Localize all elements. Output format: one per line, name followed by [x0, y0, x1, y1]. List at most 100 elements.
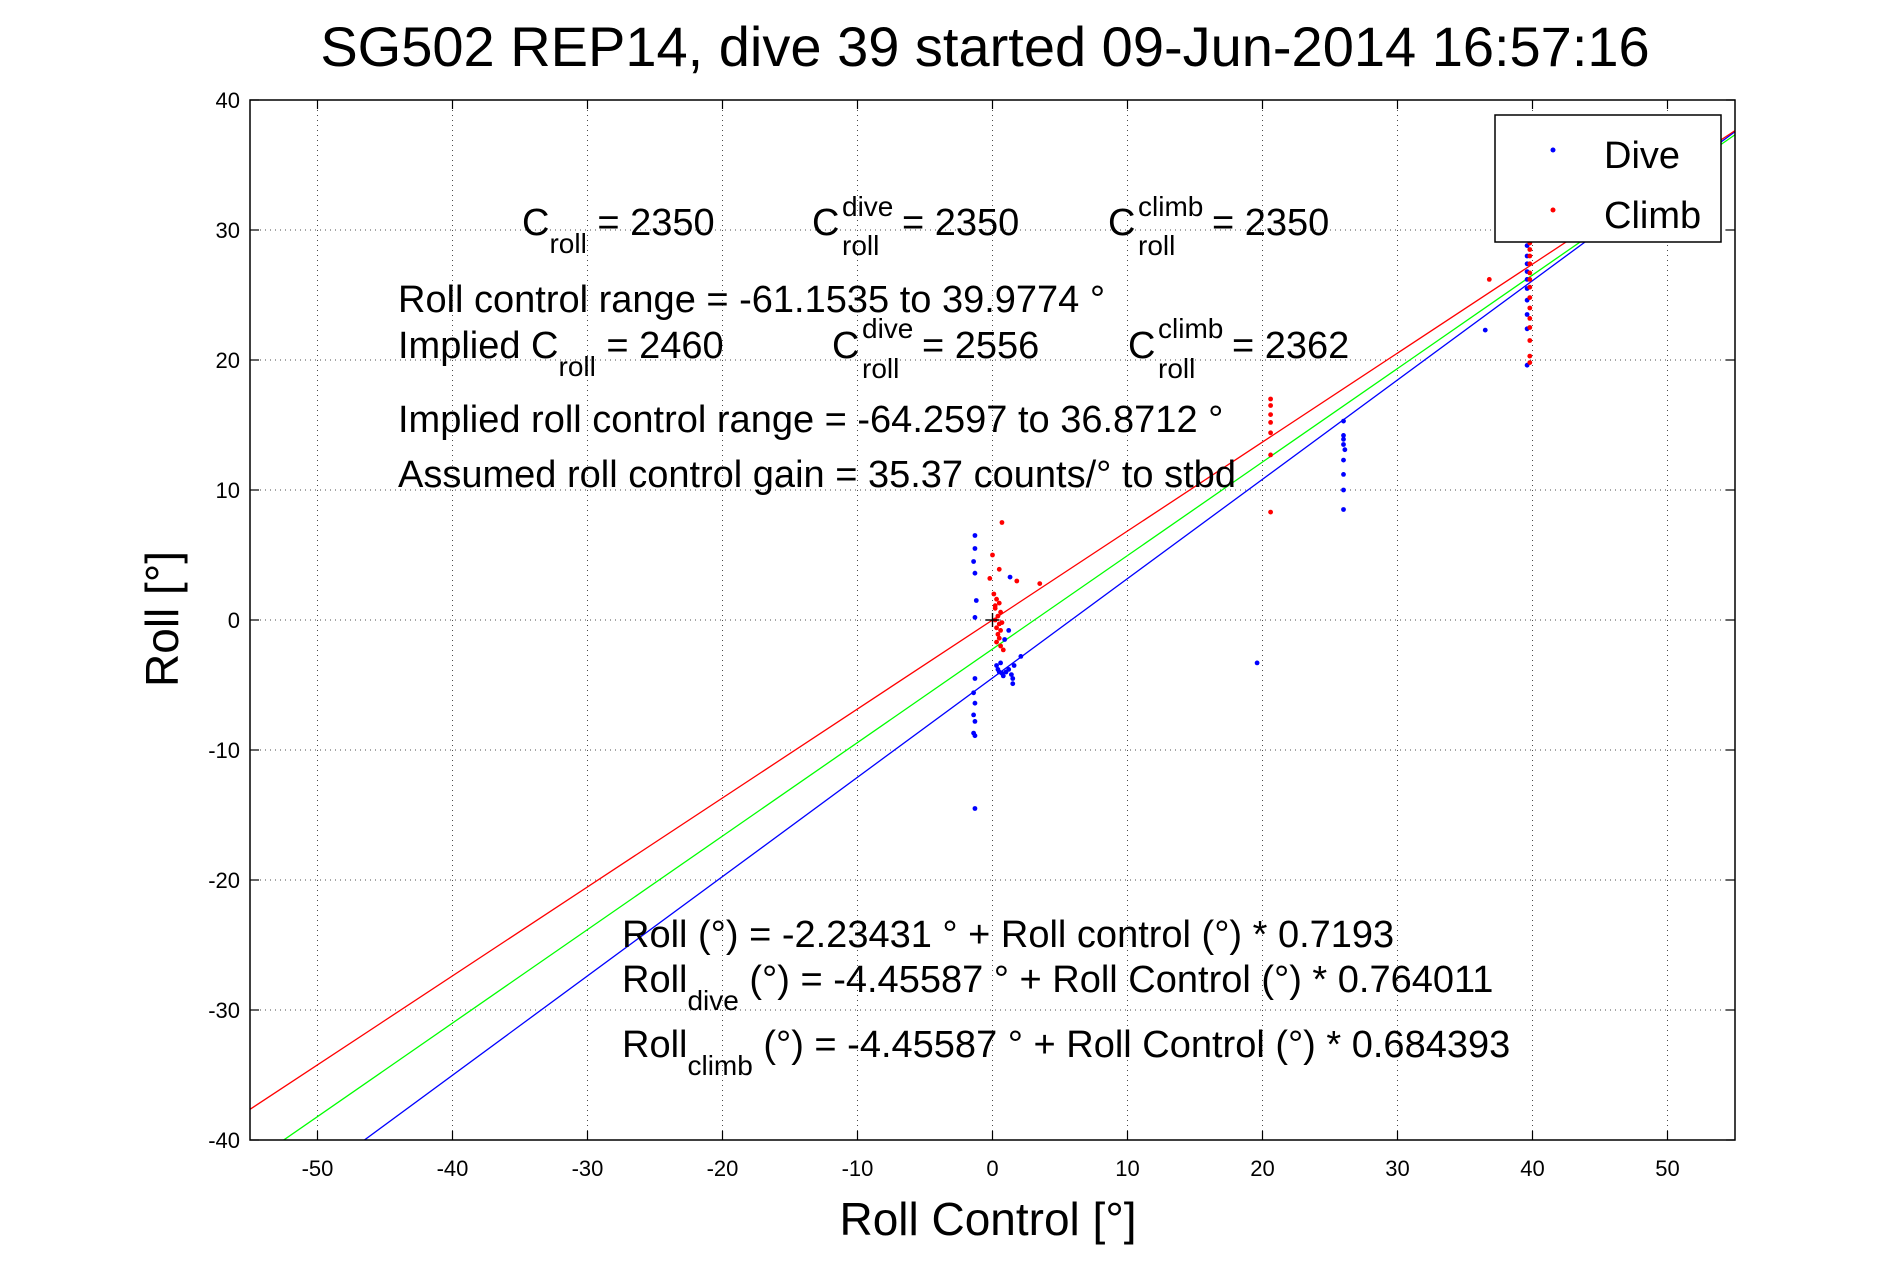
climb-point [1014, 578, 1020, 584]
climb-point [998, 643, 1003, 649]
climb-point [1527, 316, 1533, 321]
annotation-c-roll-climb-value: = 2350 [1212, 202, 1329, 244]
dive-point [994, 663, 999, 668]
climb-point [1527, 325, 1533, 330]
climb-point [1268, 509, 1273, 515]
annotation-implied-c-roll-dive: C [832, 325, 859, 367]
climb-point [987, 576, 993, 581]
legend-box [1494, 114, 1722, 243]
annotation-c-roll-climb: C [1108, 202, 1135, 244]
x-tick-label: -10 [842, 1156, 874, 1181]
x-tick-label: 30 [1385, 1156, 1409, 1181]
dive-point [1482, 327, 1488, 333]
climb-point [1527, 270, 1533, 276]
climb-point [1037, 581, 1043, 586]
dive-point [973, 598, 979, 603]
dive-point [971, 559, 976, 564]
annotation-c-roll-dive-sub: roll [842, 230, 879, 261]
dive-point [972, 533, 978, 538]
climb-point [994, 639, 999, 645]
x-axis-label: Roll Control [°] [839, 1193, 1136, 1245]
dive-point [972, 546, 978, 551]
annotation-implied-c-roll-climb-sub: roll [1158, 353, 1195, 384]
climb-point [1527, 295, 1533, 300]
annotation-implied-c-roll-dive-sup: dive [862, 313, 913, 344]
dive-point [972, 700, 978, 706]
climb-point [994, 596, 999, 602]
climb-point [1527, 338, 1533, 343]
dive-point [1341, 442, 1346, 447]
dive-point [1000, 673, 1006, 679]
climb-point [1527, 360, 1533, 365]
annotation-c-roll-climb-sub: roll [1138, 230, 1175, 261]
dive-point [1007, 574, 1013, 580]
annotation-implied-c-roll-climb-sup: climb [1158, 313, 1223, 344]
data-points [971, 225, 1533, 811]
dive-point [1009, 672, 1014, 677]
dive-point [971, 690, 976, 696]
dive-point [972, 719, 978, 724]
climb-point [1527, 284, 1533, 290]
climb-point [1268, 430, 1273, 436]
dive-point [1002, 637, 1008, 642]
annotation-c-roll-dive-sup: dive [842, 191, 893, 222]
climb-point [1268, 396, 1273, 402]
annotation-c-roll-climb-sup: climb [1138, 191, 1203, 222]
plot-area: -50 -40 -30 -20 -10 0 10 20 30 40 50 -40 -30 -20 -10 0 1… [208, 88, 1736, 1181]
climb-point [990, 552, 995, 558]
y-axis-label: Roll [°] [136, 551, 188, 687]
dive-point [1341, 472, 1346, 477]
climb-point [1486, 277, 1492, 282]
dive-point [1341, 487, 1346, 493]
y-tick-label: 0 [228, 608, 240, 633]
dive-point [1010, 681, 1016, 687]
y-tick-label: 30 [216, 218, 240, 243]
dive-point [1018, 654, 1024, 659]
climb-point [1268, 403, 1273, 408]
climb-point [999, 520, 1005, 525]
x-tick-label: -20 [707, 1156, 739, 1181]
climb-point [1527, 277, 1533, 282]
annotation-range: Roll control range = -61.1535 to 39.9774… [398, 279, 1105, 321]
climb-point [1268, 420, 1273, 425]
x-tick-label: -40 [437, 1156, 469, 1181]
climb-point [1527, 305, 1533, 311]
climb-point [1527, 253, 1533, 259]
y-tick-label: -30 [208, 998, 240, 1023]
climb-point [998, 609, 1003, 615]
legend: Dive Climb [1494, 114, 1722, 243]
climb-point [991, 591, 997, 597]
dive-point [971, 712, 976, 718]
climb-point [1268, 412, 1273, 417]
climb-point [995, 631, 1001, 637]
center-marker [985, 613, 1000, 627]
y-tick-label: -40 [208, 1128, 240, 1153]
climb-point [998, 628, 1003, 633]
fit-line [363, 131, 1735, 1140]
annotation-implied-range: Implied roll control range = -64.2597 to… [398, 399, 1223, 441]
dive-point [1006, 667, 1012, 672]
climb-point [996, 566, 1002, 572]
legend-climb-marker [1550, 207, 1556, 213]
y-tick-label: 20 [216, 348, 240, 373]
x-tick-label: 20 [1250, 1156, 1274, 1181]
dive-point [1342, 447, 1348, 453]
axis-ticks: -50 -40 -30 -20 -10 0 10 20 30 40 50 -40 -30 -20 -10 0 1… [208, 88, 1735, 1181]
dive-point [1341, 433, 1346, 438]
y-tick-label: -20 [208, 868, 240, 893]
annotation-c-roll: Croll = 2350 [522, 202, 715, 259]
dive-point [1006, 628, 1012, 633]
annotation-implied-c-roll-climb: C [1128, 325, 1155, 367]
legend-dive-label: Dive [1604, 135, 1680, 177]
climb-point [999, 620, 1005, 625]
annotation-implied-c-roll: Implied Croll = 2460 [398, 325, 724, 382]
fit-line [282, 134, 1735, 1140]
x-tick-label: 50 [1655, 1156, 1679, 1181]
annotation-fit-all: Roll (°) = -2.23431 ° + Roll control (°)… [622, 914, 1394, 956]
climb-point [996, 635, 1002, 641]
climb-point [1527, 247, 1533, 252]
dive-point [972, 676, 978, 681]
climb-point [994, 625, 999, 631]
y-tick-label: 10 [216, 478, 240, 503]
